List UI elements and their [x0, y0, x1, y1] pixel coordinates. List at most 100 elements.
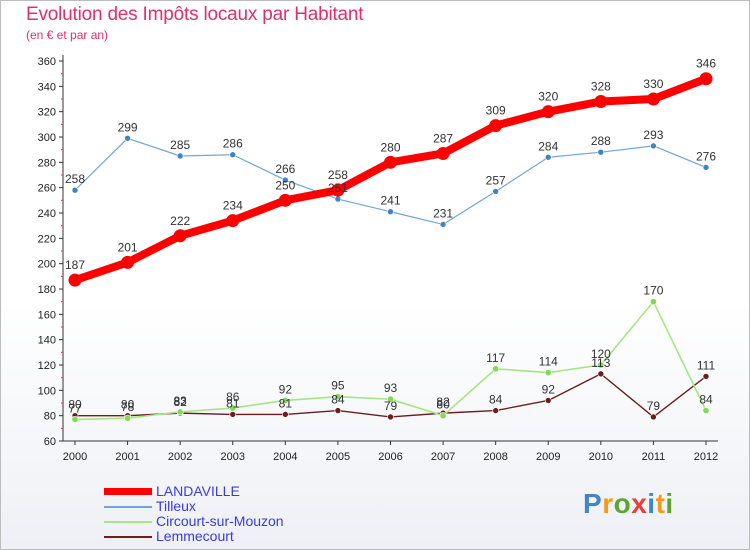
y-tick-label: 80 [44, 411, 56, 423]
data-point [334, 393, 342, 401]
data-point [699, 72, 713, 86]
data-point [176, 152, 184, 160]
data-point [439, 412, 447, 420]
data-point [597, 148, 605, 156]
data-point [176, 408, 184, 416]
data-point [492, 407, 499, 414]
x-tick-label: 2002 [168, 451, 192, 463]
data-point [282, 411, 289, 418]
logo-letter: i [665, 488, 674, 519]
data-label: 288 [591, 134, 611, 148]
data-point [544, 153, 552, 161]
legend-label: LANDAVILLE [156, 483, 240, 499]
data-label: 201 [118, 240, 138, 254]
data-label: 187 [65, 258, 85, 272]
data-label: 234 [223, 199, 243, 213]
series-line [71, 74, 710, 285]
x-tick-label: 2008 [483, 451, 507, 463]
data-point [387, 208, 394, 216]
data-label: 120 [591, 347, 611, 361]
data-label: 299 [118, 120, 138, 134]
data-label: 80 [121, 398, 135, 412]
data-point [597, 370, 605, 378]
data-label: 257 [486, 173, 506, 187]
data-point [124, 134, 131, 142]
x-tick-label: 2011 [642, 451, 666, 463]
y-tick-label: 300 [38, 132, 56, 144]
x-tick-label: 2006 [378, 451, 402, 463]
x-tick-label: 2000 [63, 451, 87, 463]
data-point [489, 119, 503, 133]
data-point [492, 365, 500, 373]
data-label: 95 [331, 379, 345, 393]
data-point [650, 413, 657, 421]
data-label: 81 [279, 396, 293, 410]
data-label: 251 [328, 181, 348, 195]
x-tick-label: 2003 [221, 451, 245, 463]
data-point [331, 183, 345, 197]
data-label: 346 [696, 57, 716, 71]
data-point [650, 142, 657, 150]
data-label: 92 [542, 382, 556, 396]
legend-label: Tilleux [156, 498, 196, 514]
data-label: 170 [643, 284, 663, 298]
y-tick-label: 160 [38, 309, 56, 321]
data-point [71, 415, 79, 423]
data-point [544, 369, 552, 377]
legend-swatch [104, 536, 152, 538]
data-point [702, 373, 710, 380]
data-label: 81 [226, 396, 240, 410]
data-label: 250 [275, 178, 295, 192]
data-point [173, 229, 187, 243]
data-label: 82 [173, 395, 187, 409]
data-point [229, 411, 237, 418]
x-tick-label: 2010 [589, 451, 613, 463]
data-point [229, 404, 237, 412]
data-point [702, 164, 710, 171]
data-label: 330 [643, 77, 663, 91]
data-point [386, 395, 394, 403]
data-point [594, 95, 608, 109]
y-tick-label: 140 [38, 335, 56, 347]
x-tick-label: 2012 [694, 451, 718, 463]
y-tick-label: 260 [38, 183, 56, 195]
data-point [439, 221, 447, 228]
data-label: 309 [486, 104, 506, 118]
data-point [597, 361, 605, 369]
data-label: 276 [696, 149, 716, 163]
data-label: 258 [65, 172, 85, 186]
data-label: 266 [275, 162, 295, 176]
legend-label: Lemmecourt [156, 528, 234, 544]
y-tick-label: 220 [38, 233, 56, 245]
data-label: 117 [486, 351, 505, 365]
legend-swatch [104, 506, 152, 508]
y-tick-label: 120 [38, 360, 56, 372]
legend-label: Circourt-sur-Mouzon [156, 513, 284, 529]
data-point [544, 397, 552, 404]
data-point [334, 195, 342, 203]
y-tick-label: 280 [38, 157, 56, 169]
data-label: 241 [380, 194, 400, 208]
x-tick-label: 2001 [115, 451, 139, 463]
data-point [281, 396, 289, 404]
logo-letter: t [655, 488, 666, 519]
data-label: 111 [697, 358, 716, 372]
x-tick-label: 2007 [431, 451, 455, 463]
data-point [492, 188, 499, 195]
data-label: 84 [699, 393, 713, 407]
data-point [124, 414, 132, 422]
x-tick-label: 2005 [326, 451, 350, 463]
data-point [384, 155, 397, 169]
legend-swatch [104, 521, 152, 523]
data-label: 293 [643, 128, 663, 142]
data-label: 82 [436, 395, 450, 409]
data-point [282, 176, 289, 184]
logo-letter: P [583, 488, 603, 519]
data-label: 78 [121, 400, 135, 414]
data-point [334, 407, 342, 414]
x-tick-label: 2009 [536, 451, 560, 463]
y-tick-label: 60 [44, 436, 56, 448]
data-point [649, 298, 657, 306]
